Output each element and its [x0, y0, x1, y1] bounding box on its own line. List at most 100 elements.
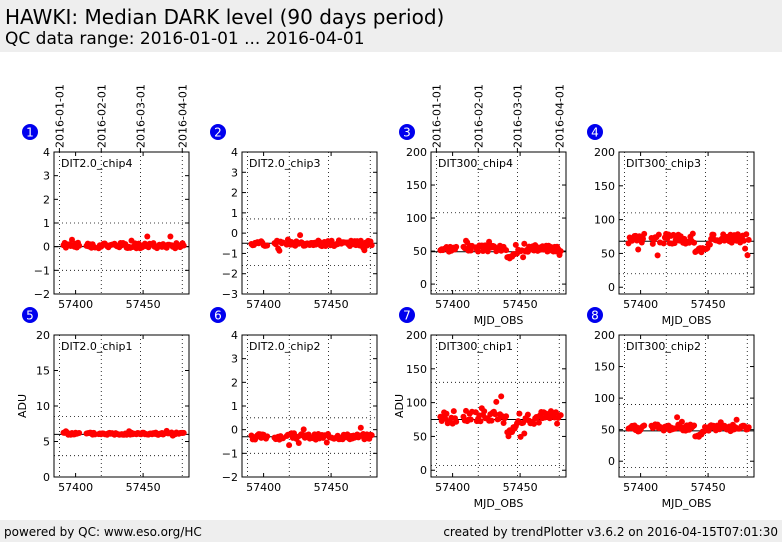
panel-3: 0 50 100 150 200 57400 57450 DIT300_chip4 3 MJD_O…: [399, 84, 567, 327]
data-point: [734, 231, 741, 238]
y-tick-label: 4: [231, 329, 238, 342]
panel-badge: [399, 124, 415, 140]
y-tick-label: 200: [406, 146, 427, 159]
series-label: DIT2.0_chip4: [61, 157, 132, 170]
data-point: [475, 248, 482, 255]
panel-7: 0 50 100 150 200 57400 57450 DIT300_chip1 7 ADU MJ…: [393, 307, 567, 510]
data-point: [498, 393, 505, 400]
data-point: [286, 442, 293, 449]
data-point: [488, 417, 495, 424]
data-point: [516, 410, 523, 417]
y-tick-label: 0: [231, 424, 238, 437]
page-title: HAWKI: Median DARK level (90 days period…: [5, 5, 445, 29]
x-axis-label: MJD_OBS: [662, 497, 712, 510]
data-point: [743, 231, 750, 238]
x-tick-label: 57450: [314, 481, 349, 494]
date-tick-label: 2016-01-01: [430, 84, 443, 148]
panel-badge: [210, 124, 226, 140]
y-tick-label: −2: [34, 288, 50, 301]
series-label: DIT300_chip4: [438, 157, 513, 170]
y-axis-label: ADU: [393, 394, 406, 418]
data-point: [531, 420, 537, 427]
data-point: [640, 235, 646, 242]
y-tick-label: 50: [413, 430, 427, 443]
data-point: [500, 420, 507, 426]
data-point: [300, 426, 307, 433]
y-tick-label: 1: [231, 400, 238, 413]
data-point: [674, 414, 681, 421]
y-tick-label: 0: [420, 278, 427, 291]
y-tick-label: 200: [406, 329, 427, 342]
data-points: [248, 232, 375, 254]
y-tick-label: −1: [222, 247, 238, 260]
panel-badge: [22, 124, 38, 140]
data-point: [745, 424, 752, 431]
data-point: [740, 237, 747, 244]
data-points: [60, 233, 187, 252]
y-tick-label: 150: [406, 179, 427, 192]
data-point: [180, 429, 187, 436]
data-point: [264, 242, 271, 249]
series-label: DIT300_chip3: [626, 157, 701, 170]
y-tick-label: 100: [594, 392, 615, 405]
data-point: [678, 418, 685, 425]
page-subtitle: QC data range: 2016-01-01 ... 2016-04-01: [5, 29, 365, 49]
footer-powered-by: powered by QC: www.eso.org/HC: [4, 525, 202, 539]
data-point: [733, 416, 740, 423]
y-tick-label: 5: [43, 436, 50, 449]
panel-badge: [22, 307, 38, 323]
y-tick-label: 2: [231, 187, 238, 200]
y-tick-label: 50: [601, 424, 615, 437]
panel-badge-number: 5: [26, 309, 34, 323]
x-tick-label: 57400: [623, 481, 658, 494]
data-point: [660, 240, 667, 247]
data-point: [503, 413, 510, 420]
data-point: [264, 433, 271, 440]
data-point: [453, 243, 460, 250]
data-point: [635, 246, 642, 253]
plot-frame: [241, 151, 378, 295]
y-tick-label: 150: [594, 180, 615, 193]
y-tick-label: 0: [231, 227, 238, 240]
panel-badge: [399, 307, 415, 323]
x-tick-label: 57450: [691, 298, 726, 311]
panel-badge-number: 2: [214, 126, 222, 140]
x-tick-label: 57400: [246, 298, 281, 311]
y-tick-label: −2: [222, 268, 238, 281]
panel-badge-number: 4: [591, 126, 599, 140]
y-axis-label: ADU: [16, 394, 29, 418]
plot-frame: [53, 334, 190, 478]
data-points: [437, 393, 564, 440]
data-point: [521, 240, 528, 247]
data-point: [493, 398, 500, 405]
x-tick-label: 57450: [691, 481, 726, 494]
panel-badge-number: 3: [403, 126, 411, 140]
data-point: [368, 242, 375, 249]
y-tick-label: 20: [36, 329, 50, 342]
data-point: [323, 439, 330, 446]
y-tick-label: 3: [231, 166, 238, 179]
panel-4: 0 50 100 150 200 57400 57450 DIT300_chip3 4 MJD_O…: [587, 124, 755, 327]
data-point: [361, 247, 368, 254]
plot-frame: [430, 151, 567, 295]
x-tick-label: 57400: [435, 481, 470, 494]
data-point: [167, 233, 174, 240]
y-tick-label: −2: [222, 471, 238, 484]
y-tick-label: 0: [420, 464, 427, 477]
data-point: [706, 241, 713, 248]
x-tick-label: 57400: [623, 298, 658, 311]
data-point: [76, 430, 83, 436]
data-point: [481, 408, 488, 415]
y-tick-label: 10: [36, 400, 50, 413]
y-tick-label: 2: [43, 193, 50, 206]
x-tick-label: 57400: [246, 481, 281, 494]
y-tick-label: 200: [594, 329, 615, 342]
plot-frame: [618, 334, 755, 478]
footer: powered by QC: www.eso.org/HC created by…: [0, 520, 782, 542]
data-point: [557, 248, 564, 255]
y-tick-label: 4: [231, 146, 238, 159]
panel-1: −2 −1 0 1 2 3 4 57400 57450 DIT2.0_chip4 1 2016-01-…: [22, 84, 190, 311]
panel-badge: [587, 124, 603, 140]
panel-6: −2 −1 0 1 2 3 4 57400 57450 DIT2.0_chip2 6: [210, 307, 378, 494]
data-point: [535, 419, 542, 426]
